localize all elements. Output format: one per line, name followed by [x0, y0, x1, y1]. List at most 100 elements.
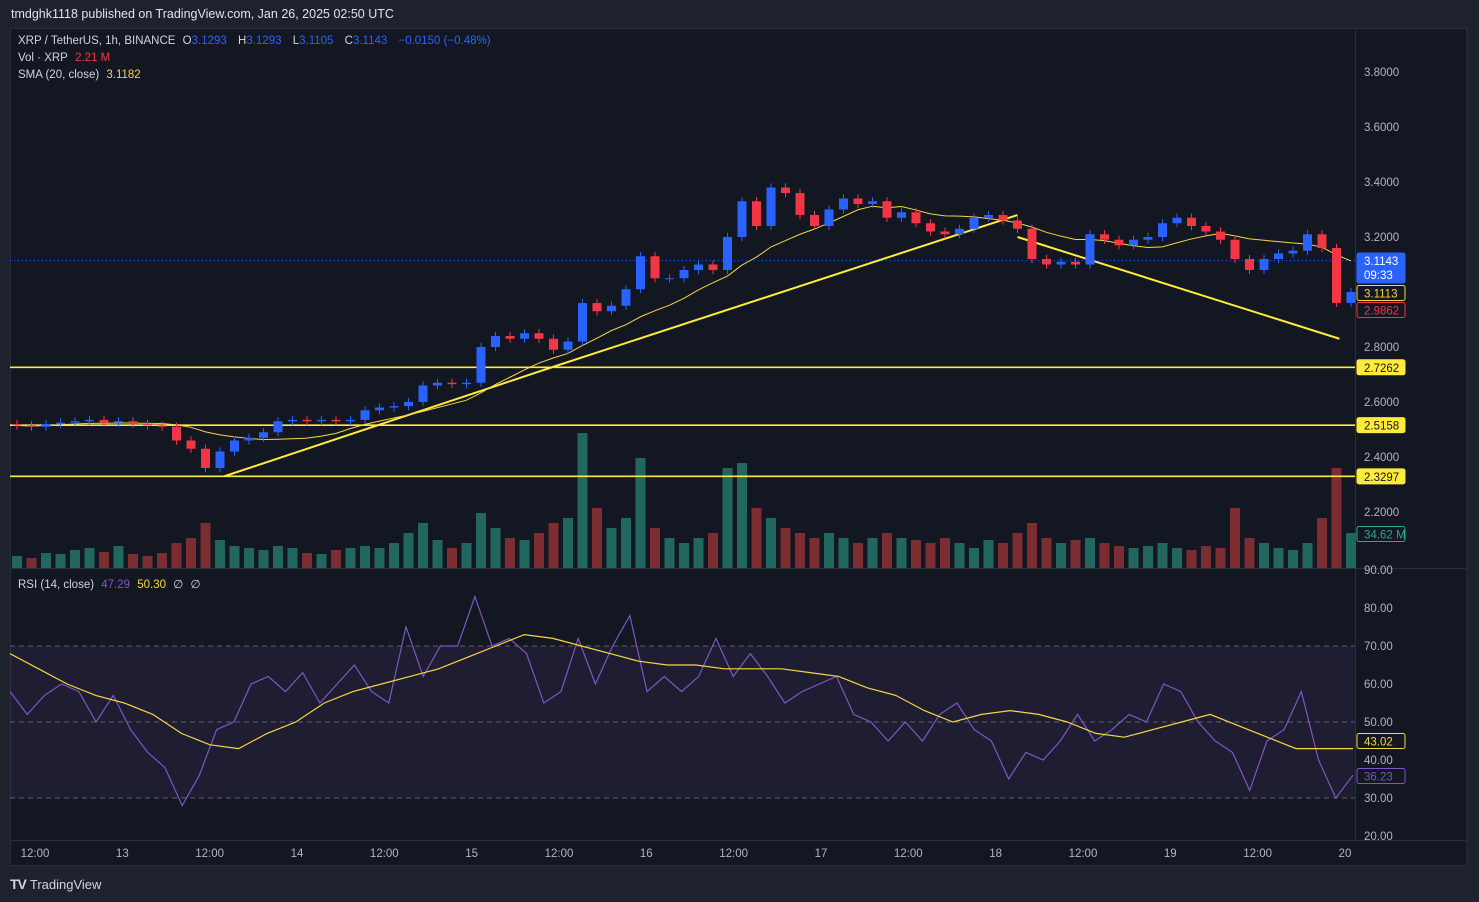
candle	[404, 397, 413, 411]
sma-price-label-text: 3.1113	[1364, 289, 1397, 301]
candle-body	[1013, 220, 1022, 229]
candle-body	[1114, 239, 1124, 246]
candle	[143, 419, 152, 430]
volume-bar	[215, 540, 225, 568]
candle	[868, 197, 877, 209]
candle-body	[911, 212, 921, 224]
candle-body	[650, 256, 660, 279]
candle-body	[462, 382, 471, 385]
sma-line	[16, 205, 1352, 441]
sma-price-label-box	[1356, 285, 1406, 301]
candle-body	[1288, 250, 1298, 254]
level-price-label-box	[1356, 468, 1406, 485]
volume-bar	[389, 543, 399, 568]
sma-legend[interactable]: SMA (20, close) 3.1182	[18, 69, 145, 81]
candle	[1288, 246, 1298, 258]
volume-value: 2.21 M	[75, 52, 111, 64]
volume-bar	[1143, 546, 1153, 568]
time-tick-label: 12:00	[1243, 848, 1272, 860]
time-tick-label: 19	[1164, 848, 1177, 860]
tradingview-brand[interactable]: TV TradingView	[10, 876, 101, 892]
candle	[1346, 287, 1356, 308]
candle	[563, 337, 573, 354]
candle	[1317, 230, 1327, 253]
volume-bar	[345, 548, 356, 568]
candle-body	[1071, 261, 1080, 265]
price-tick-label: 2.2000	[1364, 507, 1399, 519]
candle-body	[157, 425, 167, 427]
rsi-tick-label: 50.00	[1364, 717, 1393, 729]
volume-bar	[1230, 508, 1240, 568]
candle-body	[694, 264, 703, 270]
volume-bar	[1070, 540, 1081, 568]
candle	[636, 252, 645, 294]
candle-body	[926, 223, 935, 232]
candle	[578, 298, 587, 346]
candle-body	[143, 424, 152, 426]
candle	[1085, 230, 1095, 269]
candle	[433, 378, 442, 390]
candle	[389, 402, 399, 412]
time-tick-label: 12:00	[1069, 848, 1098, 860]
volume-bar	[1288, 550, 1298, 568]
volume-bar	[432, 540, 443, 568]
ohlc-close: C3.1143	[344, 35, 388, 47]
rsi-tick-label: 70.00	[1364, 641, 1393, 653]
chart-frame[interactable]	[10, 28, 1467, 866]
candle-body	[868, 201, 877, 204]
candle	[592, 298, 602, 316]
volume-bar	[1128, 548, 1139, 568]
candle	[1158, 219, 1167, 242]
candle-body	[679, 270, 689, 279]
candle-body	[534, 333, 544, 339]
candle-body	[85, 419, 94, 422]
volume-value-label-box	[1356, 526, 1406, 542]
time-tick-label: 20	[1339, 848, 1352, 860]
candle	[694, 260, 703, 275]
tradingview-logo-icon: TV	[10, 876, 27, 892]
candle-body	[1245, 259, 1254, 270]
price-tick-label: 2.6000	[1364, 397, 1399, 409]
candle	[810, 210, 819, 231]
trendline	[1017, 236, 1340, 340]
price-tick-label: 2.8000	[1364, 342, 1399, 354]
candle-body	[56, 422, 65, 424]
candle	[781, 183, 790, 198]
candle-body	[1100, 234, 1109, 240]
volume-bar	[12, 556, 22, 568]
time-tick-label: 12:00	[21, 848, 50, 860]
rsi-tick-label: 40.00	[1364, 755, 1393, 767]
volume-bar	[983, 540, 994, 568]
rsi-legend[interactable]: RSI (14, close) 47.29 50.30 ∅ ∅	[18, 577, 205, 591]
level-price-label: 2.7262	[1356, 359, 1406, 376]
time-tick-label: 18	[989, 848, 1002, 860]
candle-body	[578, 303, 587, 342]
candle-body	[621, 289, 631, 306]
candle-body	[331, 419, 341, 422]
candle-body	[766, 187, 776, 226]
candle	[375, 403, 384, 415]
volume-bar	[606, 528, 617, 568]
candle	[621, 285, 631, 310]
candle	[1187, 213, 1196, 231]
candle	[1114, 235, 1124, 250]
volume-bar	[1215, 548, 1226, 568]
candle-body	[491, 336, 500, 347]
candle	[752, 197, 761, 231]
candle-body	[12, 424, 22, 426]
candle	[41, 419, 51, 431]
candle-body	[244, 437, 254, 441]
level-price-label-text: 2.5158	[1364, 421, 1399, 433]
volume-legend[interactable]: Vol · XRP 2.21 M	[18, 52, 114, 64]
volume-bar	[577, 433, 588, 568]
candle-body	[70, 421, 80, 423]
candle	[505, 331, 515, 343]
candle-body	[99, 419, 109, 423]
candle	[549, 334, 558, 354]
candle	[882, 197, 892, 222]
symbol-title[interactable]: XRP / TetherUS, 1h, BINANCE	[18, 35, 176, 47]
candle-body	[1187, 217, 1196, 226]
candle-body	[824, 209, 834, 226]
candle-body	[476, 347, 486, 383]
